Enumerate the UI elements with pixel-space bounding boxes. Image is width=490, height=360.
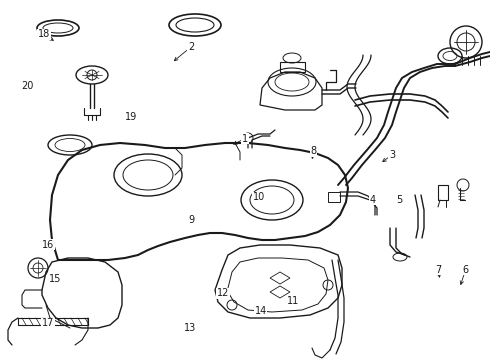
Text: 2: 2 [188, 42, 194, 52]
Text: 1: 1 [242, 134, 248, 144]
Text: 17: 17 [42, 318, 54, 328]
Text: 9: 9 [188, 215, 194, 225]
Text: 12: 12 [217, 288, 229, 298]
Text: 7: 7 [436, 265, 441, 275]
Text: 14: 14 [255, 306, 267, 316]
Text: 8: 8 [311, 146, 317, 156]
Text: 5: 5 [396, 195, 402, 205]
Text: 6: 6 [463, 265, 468, 275]
Text: 13: 13 [184, 323, 196, 333]
Text: 16: 16 [42, 240, 54, 250]
Text: 10: 10 [253, 192, 265, 202]
Text: 4: 4 [369, 195, 375, 205]
Text: 19: 19 [125, 112, 138, 122]
Text: 18: 18 [38, 29, 50, 39]
Text: 3: 3 [389, 150, 395, 160]
Text: 11: 11 [287, 296, 299, 306]
Text: 20: 20 [22, 81, 34, 91]
Text: 15: 15 [49, 274, 61, 284]
